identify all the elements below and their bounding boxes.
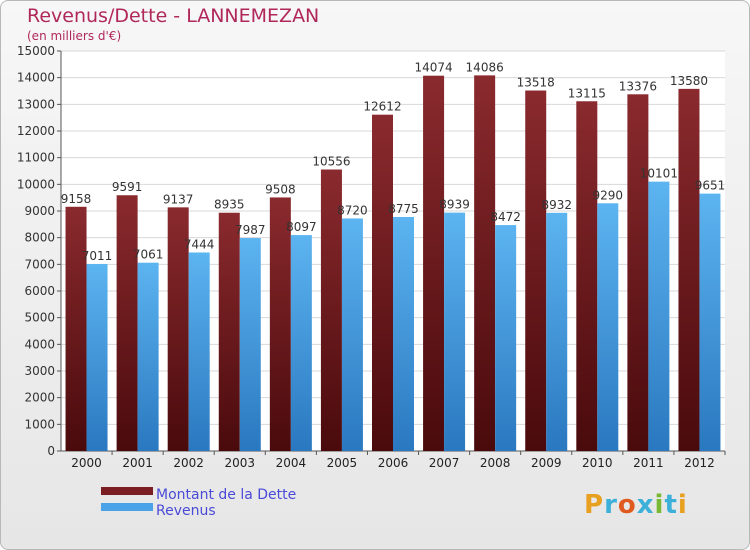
data-label: 13580 [670,74,708,88]
bar-revenus [86,264,108,451]
data-label: 8935 [214,198,245,212]
bar-dette [525,90,547,452]
proxiti-logo: Proxiti [584,490,688,520]
bar-dette [678,88,700,451]
y-tick-label: 11000 [17,151,55,165]
bar-dette [218,212,240,451]
data-label: 13115 [568,86,606,100]
x-tick-label: 2011 [633,456,664,470]
data-label: 13376 [619,79,657,93]
bar-revenus [546,212,568,451]
y-tick-label: 9000 [24,204,55,218]
x-tick-label: 2000 [71,456,102,470]
legend-label: Montant de la Dette [156,487,296,503]
y-tick-label: 3000 [24,364,55,378]
bar-revenus [341,218,363,451]
bar-revenus [699,193,721,451]
y-tick-label: 4000 [24,337,55,351]
bar-revenus [137,262,159,451]
y-tick-label: 15000 [17,44,55,58]
bar-dette [269,197,291,451]
data-label: 8720 [337,203,368,217]
data-label: 9158 [61,192,92,206]
bar-revenus [239,238,261,451]
data-label: 10101 [640,167,678,181]
legend-swatch-revenus [101,503,153,511]
y-tick-label: 13000 [17,97,55,111]
x-tick-label: 2008 [480,456,511,470]
y-tick-label: 14000 [17,71,55,85]
y-tick-label: 5000 [24,311,55,325]
bar-revenus [393,217,414,451]
bar-dette [627,94,649,451]
data-label: 14074 [414,61,452,75]
y-tick-label: 12000 [17,124,55,138]
bar-revenus [597,203,619,451]
bar-revenus [648,181,670,451]
y-tick-label: 1000 [24,417,55,431]
data-label: 9290 [593,188,624,202]
y-tick-label: 6000 [24,284,55,298]
legend-label: Revenus [156,503,216,519]
bar-dette [423,75,445,452]
data-label: 7061 [133,248,164,262]
bar-dette [474,75,496,451]
data-label: 13518 [517,76,555,90]
data-label: 7444 [184,237,215,251]
data-label: 8939 [439,198,470,212]
x-tick-label: 2006 [378,456,409,470]
bar-dette [576,101,598,452]
bar-revenus [188,252,210,451]
y-tick-label: 2000 [24,391,55,405]
data-label: 8472 [490,210,521,224]
data-label: 7987 [235,223,266,237]
bar-revenus [495,225,517,451]
legend-swatch-dette [101,487,153,495]
y-tick-label: 10000 [17,177,55,191]
bar-dette [65,206,87,451]
x-tick-label: 2003 [224,456,255,470]
y-tick-label: 7000 [24,257,55,271]
data-label: 10556 [312,155,350,169]
data-label: 8775 [388,202,419,216]
chart-subtitle: (en milliers d'€) [27,29,122,43]
data-label: 8097 [286,220,317,234]
x-tick-label: 2007 [429,456,460,470]
data-label: 9651 [695,179,726,193]
x-tick-label: 2001 [122,456,153,470]
data-label: 9508 [265,182,296,196]
bar-dette [116,195,138,451]
y-tick-label: 0 [47,444,55,458]
data-label: 8932 [541,198,572,212]
bar-revenus [290,235,312,451]
x-tick-label: 2005 [327,456,358,470]
data-label: 14086 [466,60,504,74]
x-tick-label: 2010 [582,456,613,470]
chart-title: Revenus/Dette - LANNEMEZAN [27,5,320,27]
bar-dette [167,207,189,451]
y-tick-label: 8000 [24,231,55,245]
bar-revenus [444,212,466,451]
data-label: 7011 [82,249,113,263]
data-label: 9137 [163,192,194,206]
x-tick-label: 2002 [173,456,204,470]
bar-dette [372,114,393,452]
x-tick-label: 2004 [276,456,307,470]
x-tick-label: 2012 [684,456,715,470]
data-label: 12612 [363,100,401,114]
bar-dette [320,169,342,452]
x-tick-label: 2009 [531,456,562,470]
data-label: 9591 [112,180,143,194]
